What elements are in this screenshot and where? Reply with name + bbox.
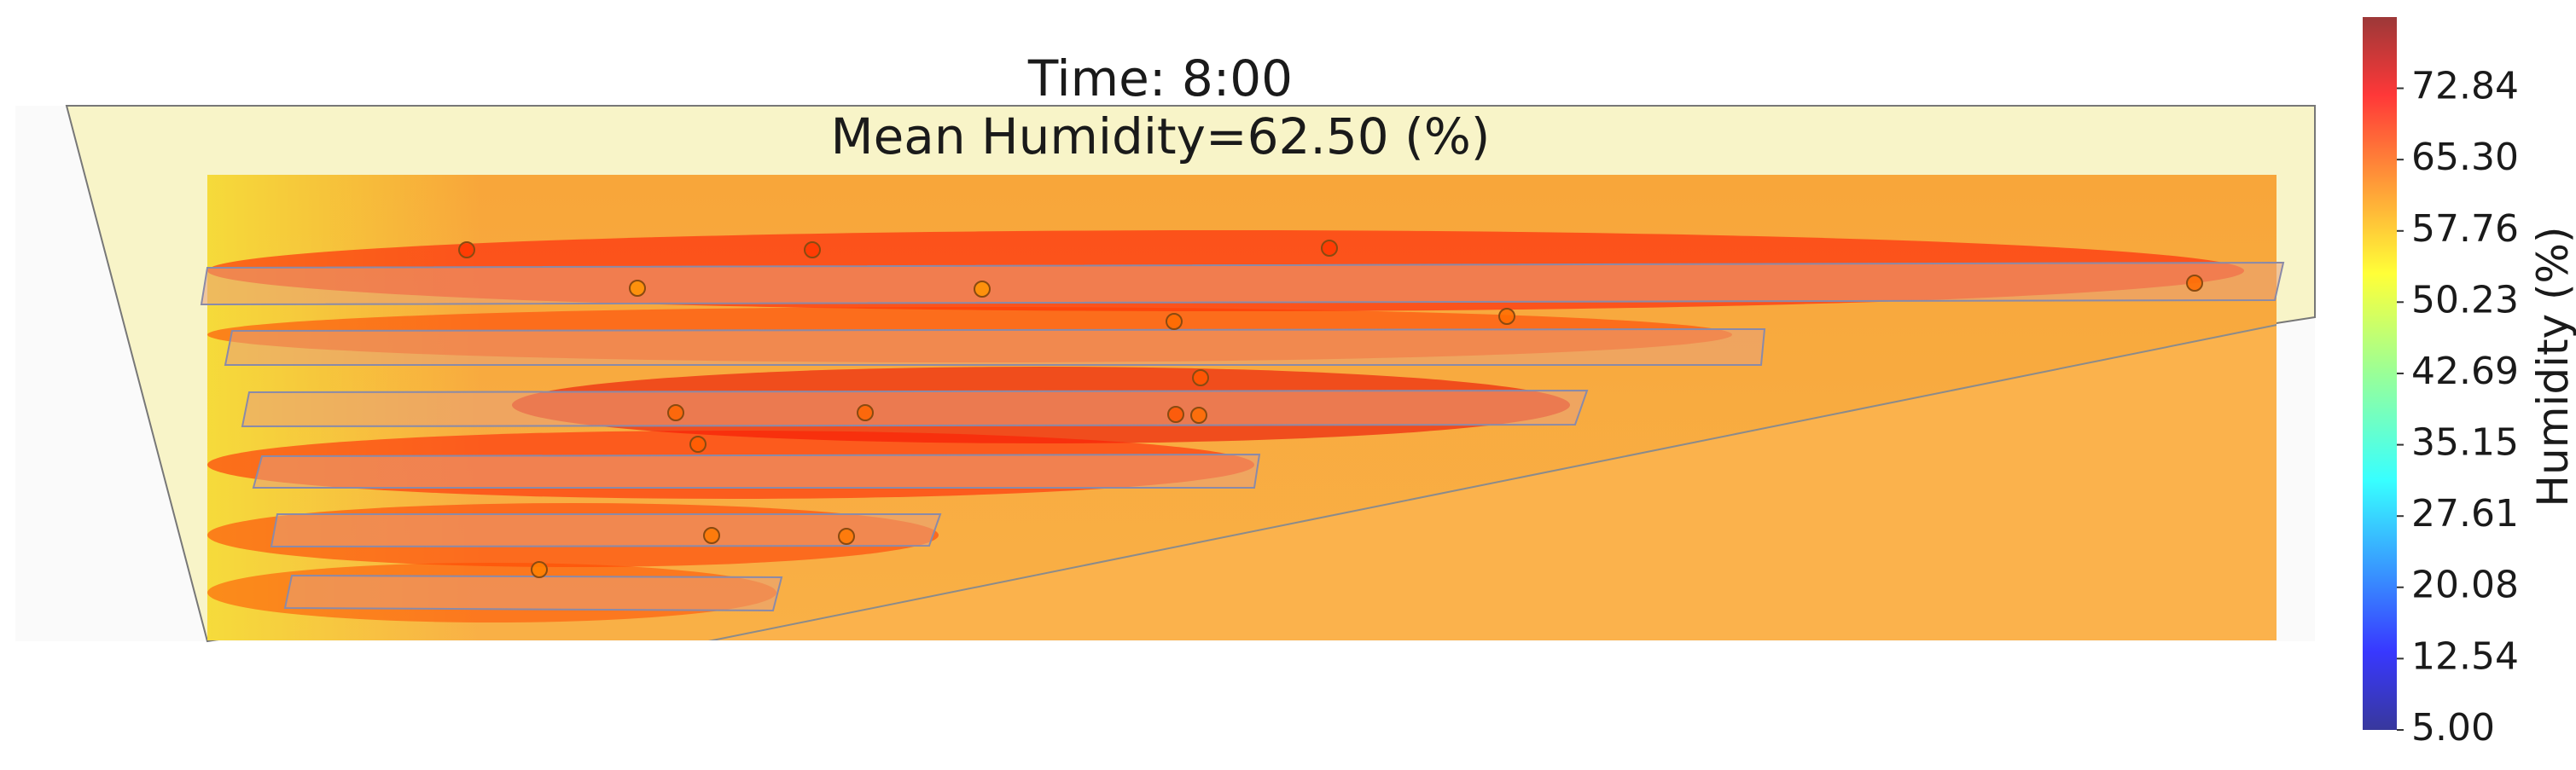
sensor-marker [804,241,821,258]
colorbar-label: Humidity (%) [2528,226,2576,507]
colorbar-tick-label: 50.23 [2411,278,2519,321]
colorbar [2363,17,2397,730]
sensor-marker [1166,313,1183,330]
colorbar-tick-label: 27.61 [2411,492,2519,536]
bench [252,453,1261,489]
bench [224,327,1766,366]
bench [200,261,2285,306]
chart-subtitle: Mean Humidity=62.50 (%) [830,107,1491,165]
lower-right-zone [707,324,2277,640]
sensor-marker [1498,308,1515,325]
sensor-marker [667,404,684,421]
bench [270,513,942,548]
chart-title: Time: 8:00 [1027,49,1294,107]
colorbar-tick-label: 12.54 [2411,634,2519,678]
colorbar-tick-label: 20.08 [2411,564,2519,607]
sensor-marker [689,436,707,453]
sensor-marker [1321,240,1338,257]
sensor-marker [974,281,991,298]
sensor-marker [1167,406,1184,423]
colorbar-tick-label: 57.76 [2411,207,2519,251]
sensor-marker [838,528,855,545]
sensor-marker [531,561,548,578]
sensor-marker [458,241,475,258]
colorbar-tick-label: 35.15 [2411,421,2519,465]
bench [241,389,1589,428]
sensor-marker [857,404,874,421]
bench [283,574,783,612]
sensor-marker [703,527,720,544]
colorbar-tick-label: 72.84 [2411,65,2519,108]
colorbar-tick-label: 65.30 [2411,136,2519,179]
sensor-marker [1192,369,1209,386]
colorbar-tick-label: 42.69 [2411,350,2519,393]
colorbar-tick-label: 5.00 [2411,706,2495,750]
sensor-marker [1190,407,1207,424]
sensor-marker [2186,275,2203,292]
sensor-marker [629,280,646,297]
